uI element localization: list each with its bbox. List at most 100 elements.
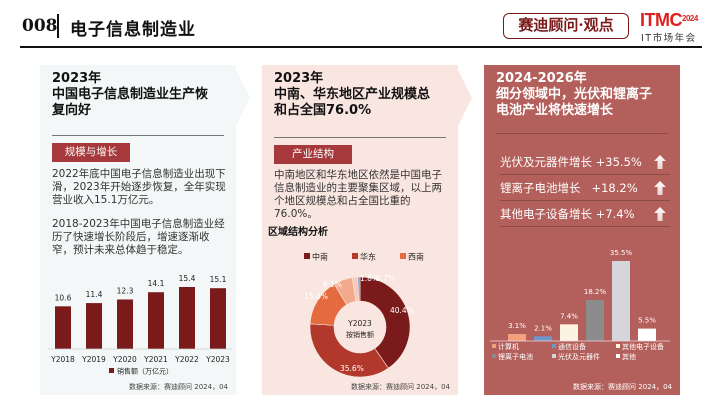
growth-label: 光伏及元器件增长 +35.5% bbox=[500, 155, 642, 169]
data-label: 7.4% bbox=[560, 312, 578, 320]
bar bbox=[508, 334, 526, 341]
header-divider bbox=[57, 14, 59, 38]
bar bbox=[612, 261, 630, 341]
divider bbox=[52, 135, 224, 136]
sales-bar-chart: 10.6 Y2018 11.4 Y2019 12.3 Y2020 14.1 Y2021 15.4… bbox=[48, 274, 232, 376]
data-label: 5.5% bbox=[638, 317, 656, 325]
title-line: 2023年 bbox=[52, 71, 102, 86]
title-line: 和占全国76.0% bbox=[274, 103, 372, 118]
bar bbox=[179, 287, 195, 349]
panel-title: 2024-2026年 细分领域中，光伏和锂离子 电池产业将快速增长 bbox=[496, 71, 652, 119]
data-label: 35.6% bbox=[340, 364, 364, 373]
bar bbox=[117, 299, 133, 349]
legend-label: 计算机 bbox=[498, 342, 519, 351]
legend-swatch bbox=[304, 253, 310, 259]
title-line: 2023年 bbox=[274, 71, 324, 86]
page-title: 电子信息制造业 bbox=[70, 20, 196, 40]
panel-industry-structure: 2023年 中南、华东地区产业规模总 和占全国76.0% 产业结构 中南地区和华… bbox=[262, 65, 458, 395]
data-source: 数据来源：赛迪顾问 2024，04 bbox=[573, 383, 672, 391]
paragraph: 中南地区和华东地区依然是中国电子信息制造业的主要聚集区域，以上两个地区规模总和占… bbox=[274, 169, 442, 220]
bar bbox=[148, 292, 164, 349]
title-line: 细分领域中，光伏和锂离子 bbox=[496, 87, 653, 102]
growth-label: 其他电子设备增长 +7.4% bbox=[500, 207, 635, 221]
panel-segment-growth: 2024-2026年 细分领域中，光伏和锂离子 电池产业将快速增长 光伏及元器件… bbox=[484, 65, 680, 395]
legend-swatch bbox=[400, 253, 406, 259]
growth-item: 光伏及元器件增长 +35.5% bbox=[500, 149, 670, 175]
donut-slice bbox=[357, 276, 361, 302]
bar bbox=[638, 328, 656, 341]
data-label: 6.1% bbox=[323, 280, 342, 289]
title-line: 电池产业将快速增长 bbox=[496, 103, 614, 118]
bar bbox=[560, 324, 578, 341]
logo-year: 2024 bbox=[682, 14, 698, 23]
x-tick-label: Y2021 bbox=[143, 355, 168, 364]
data-source: 数据来源：赛迪顾问 2024，04 bbox=[351, 383, 450, 391]
growth-item: 锂离子电池增长 +18.2% bbox=[500, 175, 670, 201]
panel-scale-growth: 2023年 中国电子信息制造业生产恢 复向好 规模与增长 2022年底中国电子信… bbox=[40, 65, 236, 395]
divider bbox=[274, 137, 446, 138]
legend-label: 其他电子设备 bbox=[622, 342, 664, 351]
itmc-logo: ITMC2024 bbox=[640, 10, 698, 31]
legend-swatch bbox=[552, 354, 556, 358]
title-line: 中南、华东地区产业规模总 bbox=[274, 87, 431, 102]
arrow-up-icon bbox=[654, 181, 666, 195]
legend-label: 中南 bbox=[312, 252, 328, 262]
region-donut-chart: 中南 华东 西南 40.4% 35.6% 15.4% 6.1% 1.8%0.7% Y2023 按销… bbox=[304, 252, 424, 378]
paragraph: 2018-2023年中国电子信息制造业经历了快速增长阶段后，增速逐渐收窄，预计未… bbox=[52, 218, 225, 256]
legend-swatch bbox=[616, 354, 620, 358]
legend-swatch bbox=[552, 344, 556, 348]
legend-swatch bbox=[352, 253, 358, 259]
x-tick-label: Y2022 bbox=[174, 355, 199, 364]
data-label: 11.4 bbox=[86, 290, 103, 299]
growth-label: 锂离子电池增长 +18.2% bbox=[500, 181, 638, 195]
data-label: 3.1% bbox=[508, 322, 526, 330]
bar bbox=[210, 288, 226, 349]
legend-label: 销售额（万亿元） bbox=[117, 367, 173, 376]
arrow-up-icon bbox=[654, 155, 666, 169]
data-label: 0.7% bbox=[376, 274, 395, 283]
data-label: 10.6 bbox=[55, 293, 72, 302]
legend-swatch bbox=[492, 354, 496, 358]
header-rule bbox=[20, 46, 702, 48]
donut-slice bbox=[359, 276, 411, 369]
legend-label: 光伏及元器件 bbox=[558, 352, 600, 361]
x-tick-label: Y2023 bbox=[205, 355, 230, 364]
section-tag: 产业结构 bbox=[274, 145, 352, 164]
paragraph: 2022年底中国电子信息制造业出现下滑，2023年开始逐步恢复，全年实现营业收入… bbox=[52, 168, 226, 206]
data-label: 35.5% bbox=[610, 249, 633, 257]
legend-swatch bbox=[616, 344, 620, 348]
growth-item: 其他电子设备增长 +7.4% bbox=[500, 201, 670, 227]
x-tick-label: Y2019 bbox=[81, 355, 106, 364]
x-tick-label: Y2020 bbox=[112, 355, 137, 364]
legend-swatch bbox=[109, 368, 114, 373]
section-tag: 规模与增长 bbox=[52, 143, 130, 162]
title-line: 2024-2026年 bbox=[496, 71, 587, 86]
center-label: 按销售额 bbox=[346, 330, 374, 339]
segment-growth-bar-chart: 3.1% 2.1% 7.4% 18.2% 35.5% 5.5% 计算机 通信设备 其他电子设备锂… bbox=[490, 249, 670, 361]
data-label: 18.2% bbox=[584, 288, 607, 296]
legend-label: 其他 bbox=[622, 352, 636, 361]
data-label: 14.1 bbox=[148, 279, 165, 288]
donut-slice bbox=[309, 323, 389, 378]
panel-title: 2023年 中国电子信息制造业生产恢 复向好 bbox=[52, 71, 208, 119]
legend-swatch bbox=[492, 344, 496, 348]
logo-subtitle: IT市场年会 bbox=[641, 33, 697, 44]
bar bbox=[86, 303, 102, 349]
page-number: 008 bbox=[22, 16, 58, 36]
legend-label: 华东 bbox=[360, 252, 376, 262]
data-label: 15.1 bbox=[210, 275, 227, 284]
logo-text: ITMC bbox=[640, 10, 683, 30]
legend-label: 通信设备 bbox=[558, 342, 586, 351]
data-source: 数据来源：赛迪顾问 2024，04 bbox=[129, 383, 228, 391]
title-line: 复向好 bbox=[52, 103, 92, 118]
bar bbox=[586, 299, 604, 341]
brand-label: 赛迪顾问·观点 bbox=[503, 13, 629, 39]
bar bbox=[55, 306, 71, 349]
data-label: 15.4 bbox=[179, 274, 196, 283]
data-label: 15.4% bbox=[304, 292, 328, 301]
legend-label: 西南 bbox=[408, 252, 424, 262]
divider bbox=[496, 133, 668, 134]
data-label: 12.3 bbox=[117, 286, 134, 295]
panel-arrow bbox=[236, 70, 250, 126]
legend-label: 锂离子电池 bbox=[498, 352, 533, 361]
